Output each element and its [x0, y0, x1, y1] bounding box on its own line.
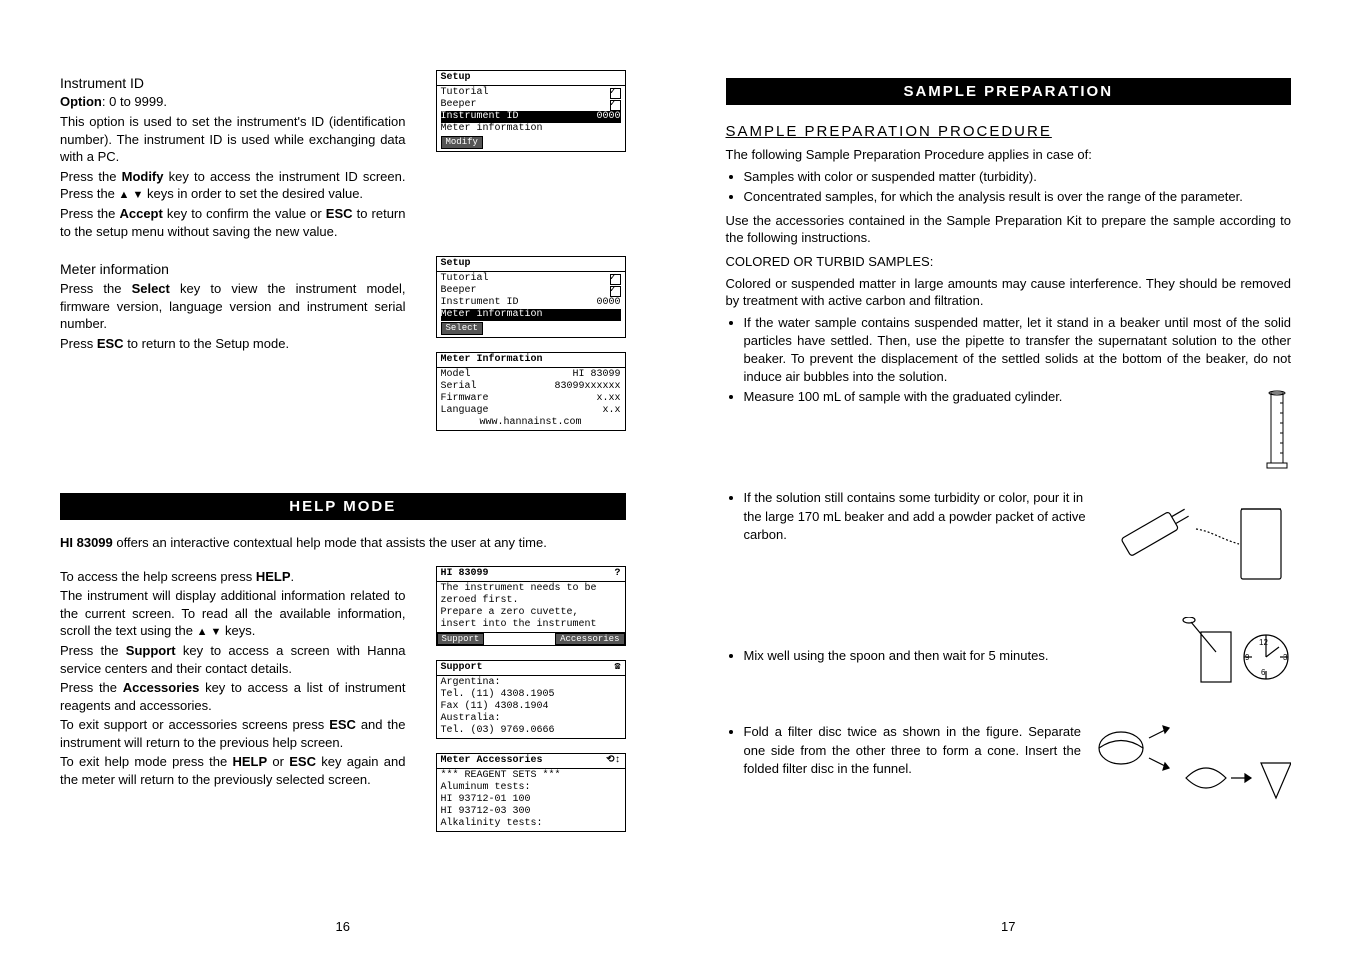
sample-intro: The following Sample Preparation Procedu… [726, 146, 1292, 164]
help-intro: HI 83099 offers an interactive contextua… [60, 534, 626, 552]
left-page: Instrument ID Option: 0 to 9999. This op… [60, 70, 626, 934]
sample-prep-bar: SAMPLE PREPARATION [726, 78, 1292, 105]
svg-text:6: 6 [1261, 668, 1266, 677]
sim-select-button: Select [441, 322, 483, 335]
up-down-icon: ▲ ▼ [197, 626, 222, 638]
page-number-right: 17 [726, 899, 1292, 934]
help-section: To access the help screens press HELP. T… [60, 566, 626, 847]
instrument-id-p3: Press the Accept key to confirm the valu… [60, 205, 406, 240]
sample-after: Use the accessories contained in the Sam… [726, 212, 1292, 247]
steps-list: If the water sample contains suspended m… [726, 314, 1292, 476]
step-2: Measure 100 mL of sample with the gradua… [744, 388, 1292, 473]
step-4-row: Mix well using the spoon and then wait f… [726, 617, 1292, 697]
sim-column-upper: Setup Tutorial Beeper Instrument ID0000 … [436, 70, 626, 445]
svg-text:12: 12 [1259, 638, 1268, 647]
sim-accessories-button: Accessories [555, 633, 624, 646]
sim-setup-2: Setup Tutorial Beeper Instrument ID0000 … [436, 256, 626, 338]
question-icon: ? [614, 568, 620, 580]
instrument-id-section: Instrument ID Option: 0 to 9999. This op… [60, 70, 626, 445]
meter-info-p2: Press ESC to return to the Setup mode. [60, 335, 406, 353]
sim-modify-button: Modify [441, 136, 483, 149]
help-mode-bar: HELP MODE [60, 493, 626, 520]
sim-meter-info: Meter Information ModelHI 83099 Serial83… [436, 352, 626, 431]
scroll-icon: ⟲↕ [606, 755, 620, 767]
filter-fold-icon [1091, 723, 1291, 823]
option-line: Option: 0 to 9999. [60, 94, 406, 111]
step-3-row: If the solution still contains some turb… [726, 489, 1292, 599]
sample-prep-heading: SAMPLE PREPARATION PROCEDURE [726, 123, 1292, 140]
beaker-pour-icon [1111, 489, 1291, 599]
svg-text:9: 9 [1245, 653, 1250, 662]
checkbox-icon [610, 100, 621, 111]
meter-info-p1: Press the Select key to view the instrum… [60, 280, 406, 333]
sim-support-button: Support [437, 633, 485, 646]
step-1: If the water sample contains suspended m… [744, 314, 1292, 387]
sim-support-screen: Support☎ Argentina: Tel. (11) 4308.1905 … [436, 660, 626, 739]
page-number-left: 16 [60, 899, 626, 934]
step-3: If the solution still contains some turb… [744, 489, 1102, 544]
sim-accessories-screen: Meter Accessories⟲↕ *** REAGENT SETS ***… [436, 753, 626, 832]
instrument-id-p1: This option is used to set the instrumen… [60, 113, 406, 166]
meter-info-heading: Meter information [60, 260, 406, 278]
right-page: SAMPLE PREPARATION SAMPLE PREPARATION PR… [726, 70, 1292, 934]
sim-column-help: HI 83099? The instrument needs to be zer… [436, 566, 626, 847]
step-4: Mix well using the spoon and then wait f… [744, 647, 1122, 665]
checkbox-icon [610, 286, 621, 297]
instrument-id-heading: Instrument ID [60, 74, 406, 92]
instrument-id-p2: Press the Modify key to access the instr… [60, 168, 406, 203]
sim-help-screen: HI 83099? The instrument needs to be zer… [436, 566, 626, 647]
step-5: Fold a filter disc twice as shown in the… [744, 723, 1082, 778]
up-down-icon: ▲ ▼ [119, 189, 144, 201]
step-5-row: Fold a filter disc twice as shown in the… [726, 723, 1292, 823]
svg-text:3: 3 [1283, 653, 1288, 662]
sample-cases: Samples with color or suspended matter (… [726, 168, 1292, 208]
colored-p: Colored or suspended matter in large amo… [726, 275, 1292, 310]
cylinder-icon [1261, 388, 1291, 473]
sim-setup-1: Setup Tutorial Beeper Instrument ID0000 … [436, 70, 626, 152]
colored-head: COLORED OR TURBID SAMPLES: [726, 253, 1292, 271]
spoon-beaker-icon: 12 3 6 9 5' [1131, 617, 1291, 697]
phone-icon: ☎ [614, 662, 620, 674]
